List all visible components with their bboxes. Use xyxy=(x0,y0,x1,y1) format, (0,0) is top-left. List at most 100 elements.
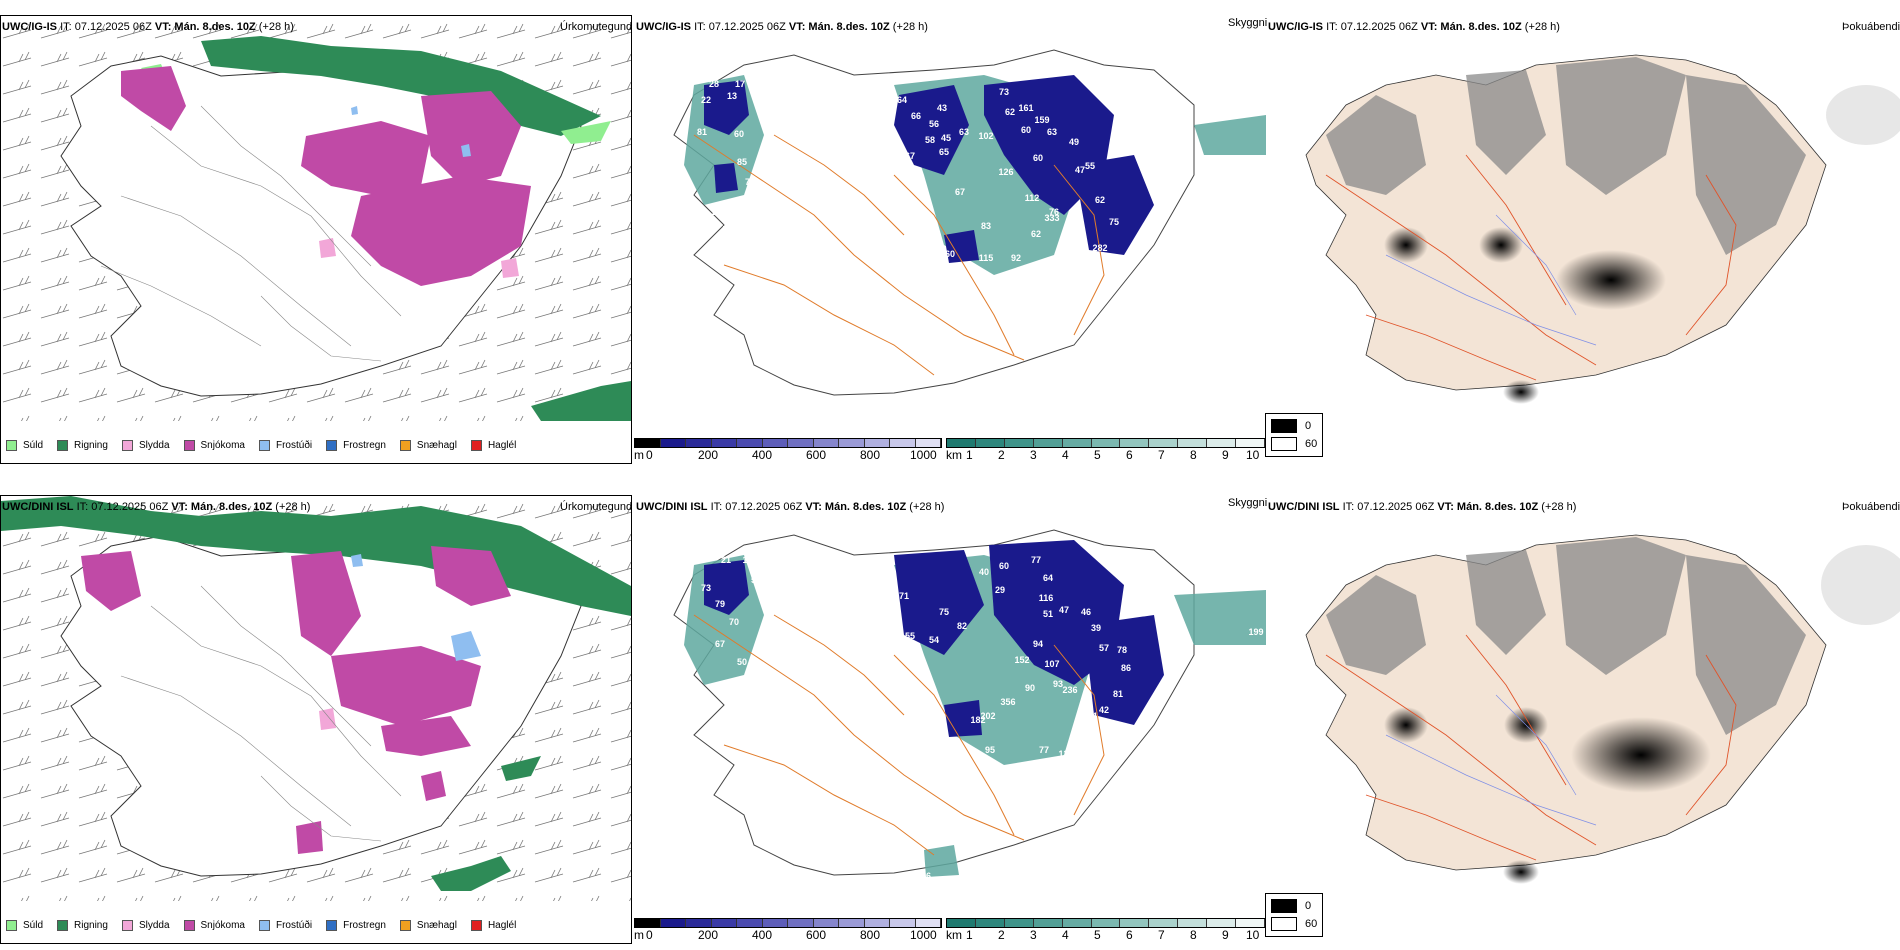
colorbar-segment xyxy=(788,919,814,927)
ceiling-value-label: 95 xyxy=(933,709,943,719)
legend-item-rigning: Rigning xyxy=(57,920,108,931)
ceiling-value-label: 13 xyxy=(727,91,737,101)
ceiling-value-label: 90 xyxy=(1025,337,1035,347)
fog-panel-top: 0 60 xyxy=(1265,15,1900,464)
ceiling-value-label: 46 xyxy=(1081,607,1091,617)
ceiling-value-label: 21 xyxy=(721,555,731,565)
ceiling-value-label: 141 xyxy=(1056,257,1071,267)
ceiling-value-label: 81 xyxy=(697,127,707,137)
colorbar-segment xyxy=(1178,439,1208,447)
ceiling-value-label: 80 xyxy=(747,195,757,205)
ceiling-value-label: 51 xyxy=(1047,329,1057,339)
ceiling-value-label: 236 xyxy=(1062,685,1077,695)
ceiling-value-label: 28 xyxy=(709,79,719,89)
ceiling-value-label: 57 xyxy=(1099,643,1109,653)
legend-item-frostudi: Frostúði xyxy=(258,440,312,451)
ceiling-value-label: 49 xyxy=(1069,137,1079,147)
ceiling-value-label: 82 xyxy=(957,621,967,631)
ceiling-value-label: 55 xyxy=(1085,161,1095,171)
colorbar-segment xyxy=(1120,439,1150,447)
colorbar-segment xyxy=(1207,439,1237,447)
vis-type-label-top: Skyggni xyxy=(1228,17,1268,29)
colorbar-segment xyxy=(1004,919,1034,927)
ceiling-value-label: 199 xyxy=(1248,627,1263,637)
ceiling-value-label: 66 xyxy=(911,111,921,121)
vis-map-bottom: 22 21 127 73 79 57 70 81 67 70 50 71 55 75 54 82 40 60 29 7… xyxy=(673,529,1266,881)
ceiling-value-label: 73 xyxy=(701,583,711,593)
ceiling-value-label: 60 xyxy=(1033,153,1043,163)
ceiling-value-label: 92 xyxy=(1011,253,1021,263)
ceiling-value-label: 182 xyxy=(970,715,985,725)
colorbar-segment xyxy=(864,919,890,927)
colorbar-segment xyxy=(762,919,788,927)
ceiling-value-label: 54 xyxy=(1061,773,1071,783)
fog-map-top xyxy=(1305,54,1900,404)
vis-panel-bottom: 22 21 127 73 79 57 70 81 67 70 50 71 55 75 54 82 40 60 29 7… xyxy=(634,495,1266,944)
colorbar-segment xyxy=(947,439,976,447)
ceiling-value-label: 75 xyxy=(1109,217,1119,227)
ceiling-value-label: 115 xyxy=(979,253,994,263)
ceiling-colorbar-ticks-top: m 0 200 400 600 800 1000 xyxy=(634,448,937,462)
legend-item-slydda: Slydda xyxy=(121,440,170,451)
ceiling-value-label: 102 xyxy=(1042,269,1057,279)
fog-type-label-bottom: Þokuábendi xyxy=(1842,501,1900,513)
ceiling-value-label: 161 xyxy=(1018,103,1033,113)
colorbar-segment xyxy=(839,919,865,927)
ceiling-value-label: 152 xyxy=(1014,655,1029,665)
ceiling-value-label: 122 xyxy=(1044,797,1059,807)
fog-panel-bottom: 0 60 xyxy=(1265,495,1900,944)
precip-map-top xyxy=(1,16,631,421)
colorbar-segment xyxy=(975,439,1005,447)
vis-colorbar-bottom xyxy=(946,918,1266,928)
fog-legend-item-60: 60 xyxy=(1266,915,1322,933)
vis-colorbar-ticks-top: km 1 2 3 4 5 6 7 8 9 10 xyxy=(946,448,1260,462)
colorbar-segment xyxy=(947,919,976,927)
ceiling-value-label: 45 xyxy=(941,133,951,143)
colorbar-segment xyxy=(1033,919,1063,927)
precip-title-top: UWC/IG-IS IT: 07.12.2025 06Z VT: Mán. 8.… xyxy=(2,21,294,33)
ceiling-value-label: 85 xyxy=(737,157,747,167)
colorbar-segment xyxy=(737,919,763,927)
ceiling-value-label: 22 xyxy=(703,553,713,563)
colorbar-segment xyxy=(1062,919,1092,927)
ceiling-value-label: 63 xyxy=(959,127,969,137)
colorbar-segment xyxy=(813,439,839,447)
fog-title-top: UWC/IG-IS IT: 07.12.2025 06Z VT: Mán. 8.… xyxy=(1268,21,1560,33)
ceiling-value-label: 333 xyxy=(1044,213,1059,223)
ceiling-value-label: 58 xyxy=(925,135,935,145)
ceiling-value-label: 50 xyxy=(737,657,747,667)
colorbar-segment xyxy=(788,439,814,447)
fog-legend-bottom: 0 60 xyxy=(1265,893,1323,937)
ceiling-value-label: 70 xyxy=(753,669,763,679)
ceiling-value-label: 79 xyxy=(715,599,725,609)
ceiling-value-label: 61 xyxy=(1047,295,1057,305)
ceiling-colorbar-ticks-bottom: m 0 200 400 600 800 1000 xyxy=(634,928,937,942)
ceiling-value-label: 40 xyxy=(979,567,989,577)
vis-colorbar-top xyxy=(946,438,1266,448)
vis-map-top: 28 22 13 17 81 60 85 76 80 107 102 93 64 66 56 43 58 45 67… xyxy=(673,49,1266,396)
ceiling-value-label: 63 xyxy=(1047,127,1057,137)
precip-map-bottom xyxy=(1,496,631,901)
ceiling-value-label: 54 xyxy=(1019,307,1029,317)
colorbar-segment xyxy=(762,439,788,447)
ceiling-value-label: 81 xyxy=(1113,689,1123,699)
ceiling-value-label: 39 xyxy=(1091,623,1101,633)
ceiling-value-label: 107 xyxy=(710,207,725,217)
ceiling-value-label: 54 xyxy=(929,635,939,645)
colorbar-segment xyxy=(711,919,737,927)
ceiling-value-label: 71 xyxy=(899,591,909,601)
vis-type-label-bottom: Skyggni xyxy=(1228,497,1268,509)
fog-legend-top: 0 60 xyxy=(1265,413,1323,457)
ceiling-value-label: 77 xyxy=(1031,555,1041,565)
ceiling-value-label: 43 xyxy=(937,103,947,113)
precip-legend: Súld Rigning Slydda Snjókoma Frostúði Fr… xyxy=(6,440,530,451)
ceiling-colorbar-bottom xyxy=(634,918,942,928)
precip-panel-top: Súld Rigning Slydda Snjókoma Frostúði Fr… xyxy=(0,15,632,464)
ceiling-value-label: 60 xyxy=(999,561,1009,571)
ceiling-value-label: 198 xyxy=(1070,235,1085,245)
colorbar-segment xyxy=(1236,439,1265,447)
ceiling-value-label: 77 xyxy=(1039,745,1049,755)
ceiling-value-label: 65 xyxy=(939,147,949,157)
colorbar-segment xyxy=(915,439,941,447)
ceiling-value-label: 65 xyxy=(1015,269,1025,279)
